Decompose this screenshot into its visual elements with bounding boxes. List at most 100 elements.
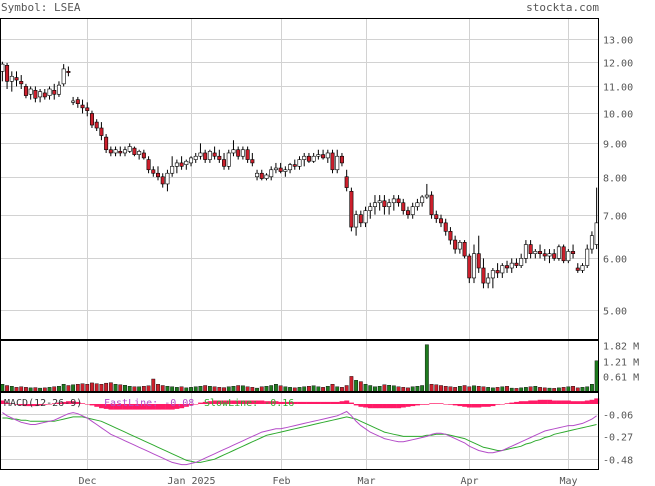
macd-histogram-bar bbox=[202, 401, 208, 404]
macd-histogram-bar bbox=[429, 403, 435, 404]
macd-histogram-bar bbox=[254, 400, 260, 404]
candle-body bbox=[278, 167, 283, 172]
macd-histogram-bar bbox=[9, 403, 15, 404]
macd-histogram-bar bbox=[334, 401, 340, 404]
macd-histogram-bar bbox=[0, 400, 5, 404]
candle-body bbox=[203, 152, 208, 160]
volume-bar bbox=[358, 381, 363, 393]
candle-body bbox=[542, 253, 547, 257]
macd-histogram-bar bbox=[160, 404, 166, 410]
candle-body bbox=[495, 270, 500, 274]
candle-body bbox=[212, 152, 217, 157]
price-tick-label: 6.00 bbox=[603, 255, 627, 266]
macd-histogram-bar bbox=[42, 404, 48, 405]
macd-histogram-bar bbox=[405, 404, 411, 407]
candle-body bbox=[354, 214, 359, 228]
macd-histogram-bar bbox=[532, 400, 538, 404]
macd-histogram-bar bbox=[4, 402, 10, 404]
macd-histogram-bar bbox=[452, 404, 458, 406]
volume-bar bbox=[0, 384, 5, 393]
macd-tick-label: -0.27 bbox=[603, 433, 633, 444]
x-tick-label: Feb bbox=[272, 476, 290, 486]
candle-body bbox=[23, 86, 28, 96]
candle-body bbox=[259, 172, 264, 179]
macd-histogram-bar bbox=[589, 399, 595, 404]
candle-body bbox=[94, 121, 99, 129]
macd-histogram-bar bbox=[99, 404, 104, 409]
macd-histogram-bar bbox=[565, 400, 571, 404]
macd-histogram-bar bbox=[367, 404, 373, 409]
candle-body bbox=[28, 88, 33, 95]
macd-histogram-bar bbox=[518, 401, 524, 404]
macd-histogram-bar bbox=[212, 400, 218, 404]
macd-histogram-bar bbox=[18, 404, 24, 406]
candle-body bbox=[552, 253, 557, 259]
candle-body bbox=[481, 267, 486, 284]
macd-histogram-bar bbox=[221, 400, 227, 404]
x-tick-label: Jan 2025 bbox=[167, 476, 215, 486]
candle-body bbox=[99, 127, 104, 136]
macd-histogram-bar bbox=[353, 404, 359, 406]
candle-body bbox=[226, 152, 231, 167]
macd-histogram-bar bbox=[179, 404, 185, 409]
candle-body bbox=[321, 154, 326, 159]
macd-histogram-bar bbox=[584, 400, 590, 404]
candle-body bbox=[453, 239, 458, 250]
candle-body bbox=[80, 104, 85, 109]
candle-body bbox=[19, 81, 24, 85]
volume-bar bbox=[104, 382, 109, 393]
volume-bar bbox=[61, 384, 66, 393]
macd-histogram-bar bbox=[325, 401, 331, 404]
macd-histogram-bar bbox=[438, 403, 444, 404]
candle-body bbox=[66, 71, 71, 73]
macd-histogram-bar bbox=[268, 401, 274, 404]
symbol-label: Symbol: LSEA bbox=[1, 1, 81, 14]
candle-body bbox=[288, 164, 293, 171]
volume-bar bbox=[80, 383, 85, 393]
volume-bar bbox=[330, 384, 335, 393]
candle-body bbox=[193, 155, 198, 160]
candle-body bbox=[382, 200, 387, 207]
volume-bar bbox=[349, 376, 354, 393]
volume-bar bbox=[75, 384, 80, 393]
macd-histogram-bar bbox=[259, 400, 265, 404]
candle-body bbox=[104, 136, 109, 151]
candle-body bbox=[448, 231, 453, 241]
candle-body bbox=[306, 155, 311, 162]
macd-slow-label: SlowLine: -0.16 bbox=[204, 398, 294, 409]
macd-histogram-bar bbox=[462, 404, 468, 407]
candle-body bbox=[589, 235, 594, 250]
volume-bar bbox=[108, 382, 113, 393]
candle-body bbox=[434, 214, 439, 220]
macd-histogram-bar bbox=[339, 401, 345, 404]
candle-body bbox=[5, 65, 10, 82]
macd-histogram-bar bbox=[495, 404, 501, 405]
candle-body bbox=[467, 255, 472, 279]
candle-body bbox=[405, 210, 410, 215]
volume-bar bbox=[429, 384, 434, 393]
candle-body bbox=[429, 194, 434, 215]
candle-body bbox=[472, 253, 477, 279]
macd-tick-label: -0.48 bbox=[603, 456, 633, 467]
volume-bar bbox=[94, 383, 99, 393]
candle-body bbox=[372, 202, 377, 207]
price-tick-label: 7.00 bbox=[603, 212, 627, 223]
candle-body bbox=[571, 251, 576, 254]
candle-body bbox=[538, 251, 543, 254]
candle-body bbox=[575, 267, 580, 271]
candle-body bbox=[273, 167, 278, 171]
volume-bar bbox=[123, 385, 127, 393]
macd-histogram-bar bbox=[311, 401, 317, 404]
macd-histogram-bar bbox=[240, 400, 246, 404]
macd-histogram-bar bbox=[490, 404, 496, 407]
candle-body bbox=[127, 146, 132, 152]
macd-histogram-bar bbox=[466, 404, 472, 408]
candle-body bbox=[457, 241, 462, 250]
volume-tick-label: 0.61 M bbox=[603, 373, 639, 384]
candle-body bbox=[245, 149, 250, 160]
macd-histogram-bar bbox=[551, 400, 557, 404]
candle-body bbox=[415, 202, 420, 207]
candle-body bbox=[113, 149, 118, 154]
candle-body bbox=[165, 172, 170, 185]
macd-slow-line bbox=[2, 416, 597, 463]
